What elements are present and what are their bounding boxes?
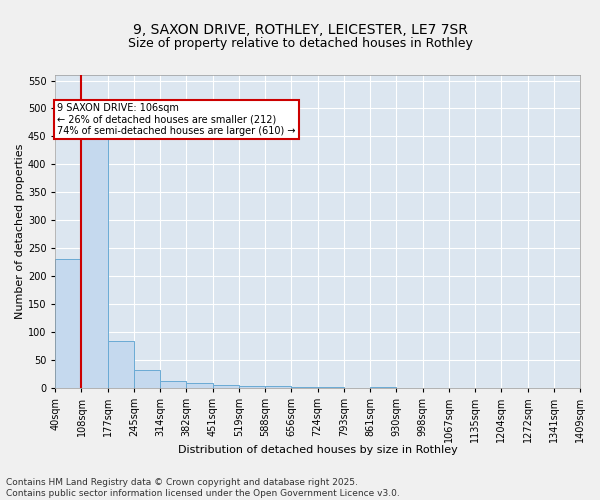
Bar [213,385,239,388]
Text: 9 SAXON DRIVE: 106sqm
← 26% of detached houses are smaller (212)
74% of semi-det: 9 SAXON DRIVE: 106sqm ← 26% of detached … [58,103,296,136]
Y-axis label: Number of detached properties: Number of detached properties [15,144,25,319]
Bar [134,370,160,388]
Text: Contains HM Land Registry data © Crown copyright and database right 2025.
Contai: Contains HM Land Registry data © Crown c… [6,478,400,498]
Bar [370,387,397,388]
Bar [239,386,265,388]
Text: 9, SAXON DRIVE, ROTHLEY, LEICESTER, LE7 7SR: 9, SAXON DRIVE, ROTHLEY, LEICESTER, LE7 … [133,22,467,36]
Bar [108,340,134,388]
Bar [82,134,108,388]
Bar [55,259,82,388]
Bar [317,387,344,388]
Text: Size of property relative to detached houses in Rothley: Size of property relative to detached ho… [128,38,472,51]
Bar [265,386,292,388]
Bar [292,387,317,388]
X-axis label: Distribution of detached houses by size in Rothley: Distribution of detached houses by size … [178,445,458,455]
Bar [187,383,213,388]
Bar [160,381,187,388]
